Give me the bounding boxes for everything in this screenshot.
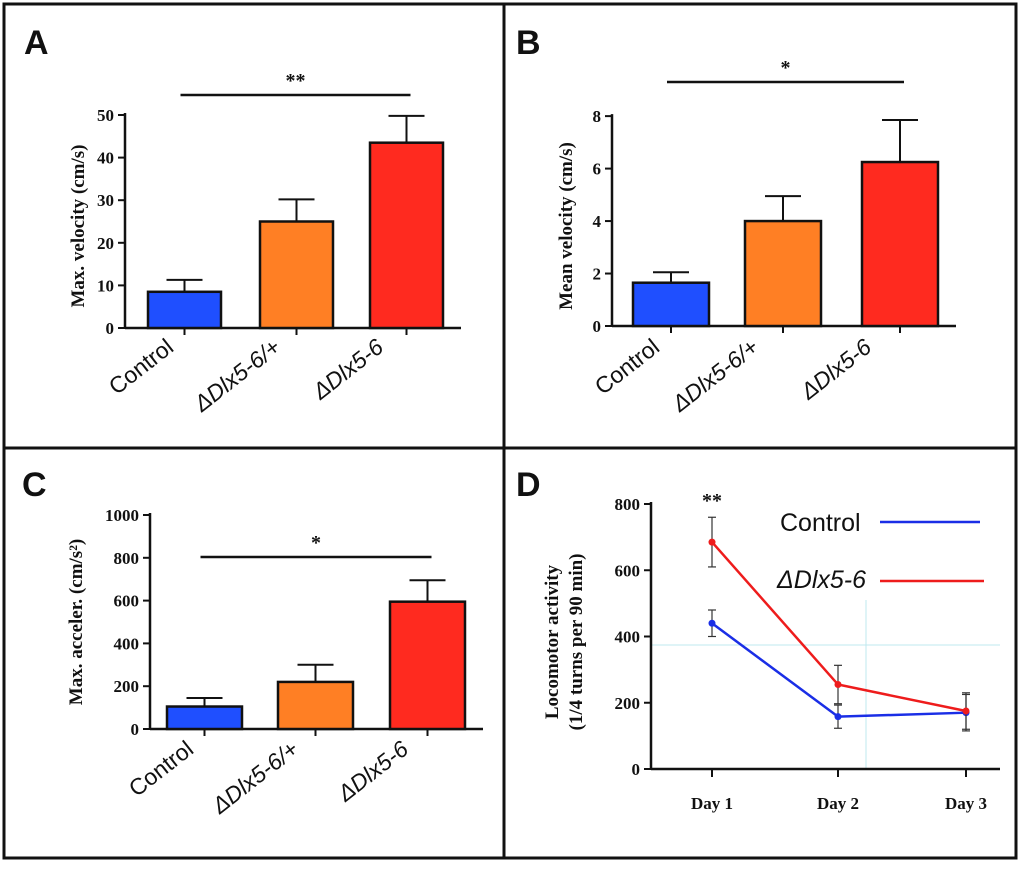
- panel-d-data-point: [708, 619, 716, 627]
- panel-a-y-tick-label: 10: [97, 276, 114, 295]
- panel-d-data-point: [834, 713, 842, 721]
- panel-d-data-point: [834, 681, 842, 689]
- panel-c-y-tick-label: 200: [114, 677, 140, 696]
- panel-c-y-tick-label: 400: [114, 634, 140, 653]
- panel-c-category-label: ΔDlx5-6: [332, 735, 413, 807]
- panel-c-bar: [165, 705, 244, 731]
- panel-d-data-point: [708, 538, 716, 546]
- panel-a-significance-label: **: [286, 70, 306, 92]
- panel-b-letter: B: [516, 24, 541, 62]
- panel-d-plot: 0 200 400 600 800 Day 1 Day 2 Day 3 ** Control ΔDl…: [615, 490, 1000, 813]
- panel-b-bar: [631, 281, 711, 328]
- panel-a-category-label: Control: [104, 333, 178, 399]
- panel-a-y-tick-label: 20: [97, 234, 114, 253]
- panel-c-significance-label: *: [311, 532, 321, 554]
- panel-d-legend-label: Control: [780, 509, 861, 537]
- panel-a-bar: [368, 141, 445, 330]
- panel-c-y-tick-label: 0: [131, 720, 140, 739]
- panel-d-x-tick-label: Day 3: [945, 794, 987, 813]
- panel-c-category-label: Control: [124, 735, 198, 801]
- panel-c-plot: 0 200 400 600 800 1000 Control ΔDlx5-6/+ ΔDlx5-6…: [105, 506, 483, 819]
- panel-c-ylabel: Max. acceler. (cm/s²): [66, 539, 87, 705]
- panel-d-data-point: [962, 707, 970, 715]
- panel-a-ylabel: Max. velocity (cm/s): [68, 144, 89, 307]
- panel-d-ylabel-line1: Locomotor activity: [542, 564, 563, 719]
- panel-d-letter: D: [516, 466, 541, 504]
- panel-b-bar: [860, 160, 940, 328]
- panel-a-y-tick-label: 0: [106, 319, 115, 338]
- panel-a-category-label: ΔDlx5-6: [307, 333, 388, 405]
- panel-d-x-tick-label: Day 1: [691, 794, 733, 813]
- panel-b-plot: 0 2 4 6 8 Control ΔDlx5-6/+ ΔDlx5-6 *: [590, 57, 956, 417]
- panel-c-bar: [388, 600, 467, 731]
- panel-b-y-tick-label: 6: [593, 160, 602, 179]
- panel-b-category-label: Control: [590, 333, 664, 399]
- panel-d-significance-label: **: [702, 490, 722, 512]
- panel-c-bar: [276, 680, 355, 731]
- panel-d-y-tick-label: 200: [615, 694, 641, 713]
- panel-a-y-tick-label: 30: [97, 191, 114, 210]
- panel-b-y-tick-label: 8: [593, 107, 602, 126]
- panel-d-y-tick-label: 0: [632, 760, 641, 779]
- panel-d-y-tick-label: 800: [615, 495, 641, 514]
- panel-d-y-tick-label: 400: [615, 628, 641, 647]
- panel-c-category-label: ΔDlx5-6/+: [206, 735, 303, 819]
- panel-b-bar: [743, 219, 823, 328]
- panel-c-y-tick-label: 1000: [105, 506, 139, 525]
- panel-d-y-tick-label: 600: [615, 561, 641, 580]
- panel-c-y-tick-label: 800: [114, 549, 140, 568]
- panel-d-legend-label: ΔDlx5-6: [776, 566, 866, 594]
- panel-b-ylabel: Mean velocity (cm/s): [556, 142, 577, 310]
- panel-b-significance-label: *: [781, 57, 791, 79]
- panel-c-letter: C: [22, 466, 47, 504]
- panel-b-y-tick-label: 4: [593, 212, 602, 231]
- panel-a-letter: A: [24, 24, 49, 62]
- panel-a-y-tick-label: 40: [97, 149, 114, 168]
- panel-a-bar: [258, 220, 335, 330]
- panel-c-y-tick-label: 600: [114, 592, 140, 611]
- panel-a-bar: [146, 290, 223, 330]
- panel-d-x-tick-label: Day 2: [817, 794, 859, 813]
- panel-b-y-tick-label: 0: [593, 317, 602, 336]
- panel-a-category-label: ΔDlx5-6/+: [188, 333, 285, 417]
- panel-b-category-label: ΔDlx5-6: [795, 333, 876, 405]
- panel-a-plot: 0 10 20 30 40 50 Control ΔDlx5-6/+ ΔDlx5-6 **: [97, 70, 461, 417]
- panel-a-y-tick-label: 50: [97, 106, 114, 125]
- panel-b-y-tick-label: 2: [593, 265, 602, 284]
- panel-d-frame: [502, 446, 1018, 860]
- panel-b-category-label: ΔDlx5-6/+: [666, 333, 763, 417]
- panel-d-ylabel-line2: (1/4 turns per 90 min): [566, 554, 587, 731]
